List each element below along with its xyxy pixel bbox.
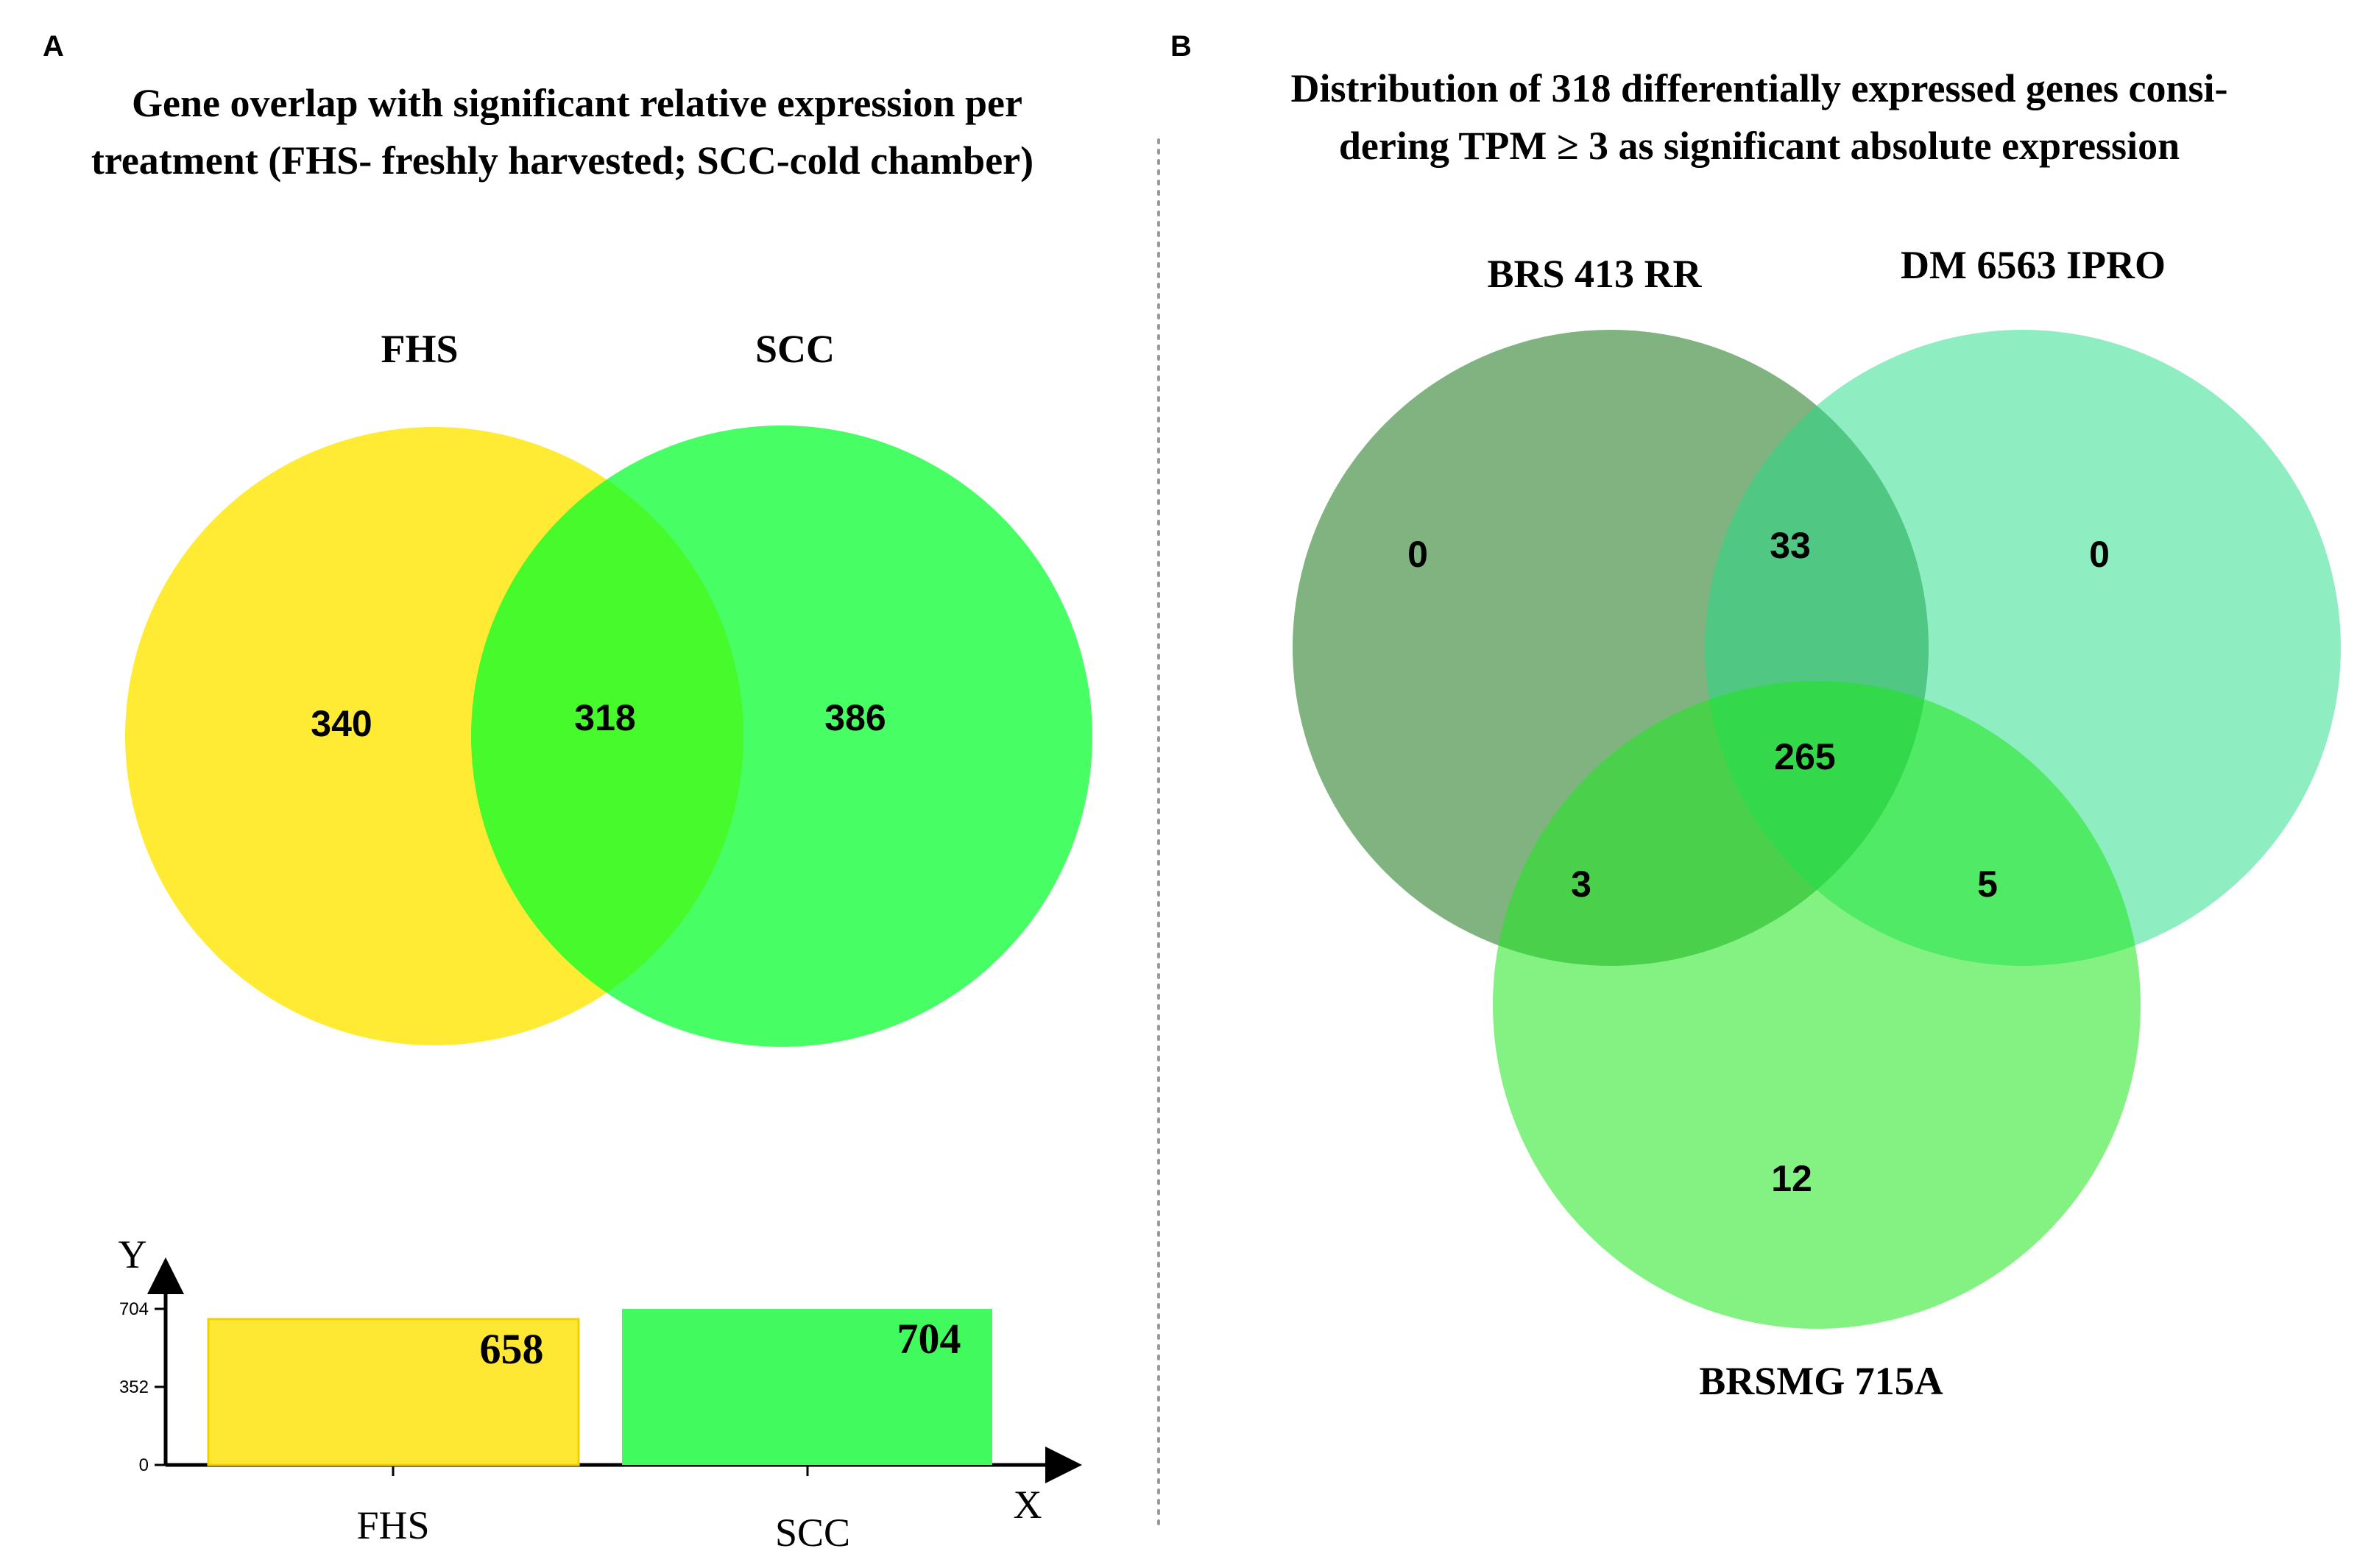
venn-a-circle-scc <box>471 425 1092 1047</box>
x-tick-label-scc: SCC <box>775 1511 850 1555</box>
y-tick-label-704: 704 <box>119 1299 149 1319</box>
x-tick-label-fhs: FHS <box>356 1503 429 1547</box>
panel-b-letter: B <box>1170 30 1192 63</box>
panel-a-title-line2: treatment (FHS- freshly harvested; SCC-c… <box>91 138 1033 183</box>
panel-a: A Gene overlap with significant relative… <box>43 30 1092 1555</box>
venn-b-region-b-only: 0 <box>2089 534 2110 575</box>
panel-b-title-line2: dering TPM ≥ 3 as significant absolute e… <box>1339 124 2180 168</box>
bar-chart: Y X 704 352 0 658 704 FHS SCC <box>119 1232 1082 1555</box>
venn-b-label-brs413: BRS 413 RR <box>1487 252 1702 296</box>
panel-b: B Distribution of 318 differentially exp… <box>1170 30 2341 1403</box>
venn-b-region-abc: 265 <box>1774 736 1835 777</box>
x-axis-label: X <box>1014 1483 1042 1527</box>
venn-a-region-scc-only: 386 <box>824 697 886 738</box>
bar-scc <box>622 1309 992 1465</box>
venn-b-region-c-only: 12 <box>1771 1158 1812 1199</box>
venn-b-circle-brsmg715a <box>1493 681 2141 1329</box>
venn-a-region-both: 318 <box>574 697 635 738</box>
venn-b-region-bc: 5 <box>1977 864 1998 905</box>
venn-b-label-brsmg715a: BRSMG 715A <box>1699 1359 1943 1403</box>
venn-b-region-ac: 3 <box>1571 864 1591 905</box>
y-axis-label: Y <box>119 1232 147 1276</box>
bar-value-fhs: 658 <box>480 1325 544 1373</box>
venn-a-label-fhs: FHS <box>381 327 458 371</box>
bar-value-scc: 704 <box>897 1315 961 1363</box>
venn-b-region-a-only: 0 <box>1407 534 1428 575</box>
venn-b-region-ab: 33 <box>1770 525 1811 566</box>
panel-a-title-line1: Gene overlap with significant relative e… <box>132 81 1022 125</box>
bar-fhs <box>207 1318 580 1466</box>
y-tick-label-0: 0 <box>139 1455 149 1475</box>
venn-a-label-scc: SCC <box>755 327 835 371</box>
panel-a-letter: A <box>43 30 64 63</box>
venn-b-label-dm6563: DM 6563 IPRO <box>1901 243 2166 287</box>
venn-a-region-fhs-only: 340 <box>311 703 372 744</box>
panel-b-title-line1: Distribution of 318 differentially expre… <box>1291 66 2228 110</box>
y-tick-label-352: 352 <box>119 1377 149 1397</box>
